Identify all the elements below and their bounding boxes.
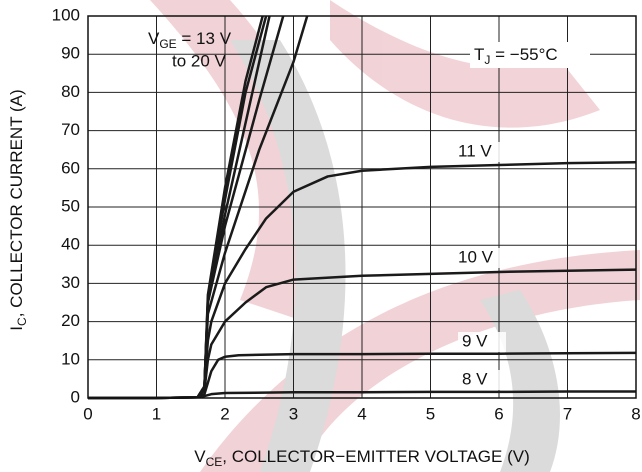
- x-tick-label: 0: [83, 404, 92, 423]
- y-tick-label: 30: [61, 273, 80, 292]
- y-label-rest: , COLLECTOR CURRENT (A): [7, 89, 26, 317]
- y-label-main: I: [7, 326, 26, 331]
- x-tick-label: 8: [631, 404, 640, 423]
- curve-label-bg: [454, 142, 502, 162]
- y-tick-label: 20: [61, 311, 80, 330]
- y-tick-label: 70: [61, 120, 80, 139]
- y-label-sub: C: [15, 317, 29, 326]
- x-tick-label: 3: [289, 404, 298, 423]
- curve-label: 10 V: [458, 247, 494, 266]
- y-tick-label: 10: [61, 349, 80, 368]
- watermark-shape: [150, 0, 320, 320]
- tj-main: T: [474, 45, 484, 64]
- curve-label-bg: [458, 370, 506, 390]
- curve: [196, 15, 264, 398]
- x-label-sub: CE: [206, 455, 223, 469]
- y-tick-label: 50: [61, 196, 80, 215]
- curve-label: 8 V: [462, 369, 488, 388]
- watermark-shape: [330, 0, 600, 128]
- labels: 0 10 20 30 40 50 60 70 80 90 100 0 1 2 3 4 5 6 7 8 8 V 9 V 10 …: [52, 5, 641, 423]
- y-tick-label: 100: [52, 5, 80, 24]
- x-label-main: V: [194, 447, 206, 466]
- y-tick-label: 80: [61, 82, 80, 101]
- watermark: [150, 0, 640, 472]
- curve-label: 9 V: [462, 331, 488, 350]
- vge-sub: GE: [159, 37, 176, 51]
- vge-main: V: [148, 29, 160, 48]
- vge-annotation: VGE = 13 V: [148, 29, 232, 51]
- watermark-shape: [230, 40, 346, 472]
- watermark-shape: [200, 250, 640, 472]
- y-axis-label: IC, COLLECTOR CURRENT (A): [7, 89, 29, 330]
- tj-sub: J: [484, 53, 490, 67]
- y-tick-label: 0: [71, 387, 80, 406]
- plot-frame: [87, 15, 637, 399]
- curve-label: 11 V: [458, 141, 492, 160]
- x-tick-label: 5: [426, 404, 435, 423]
- x-tick-label: 1: [152, 404, 161, 423]
- vge-annotation-line2: to 20 V: [172, 51, 227, 70]
- y-tick-label: 40: [61, 235, 80, 254]
- vge-rest: = 13 V: [177, 29, 232, 48]
- annotation-bg: [470, 42, 590, 68]
- tj-annotation: TJ = −55°C: [474, 45, 558, 67]
- y-tick-label: 90: [61, 44, 80, 63]
- curve-label-bg: [454, 248, 502, 268]
- x-tick-label: 6: [494, 404, 503, 423]
- curve-label-bg: [458, 332, 506, 352]
- x-tick-label: 7: [563, 404, 572, 423]
- x-label-rest: , COLLECTOR−EMITTER VOLTAGE (V): [222, 447, 529, 466]
- x-tick-label: 2: [220, 404, 229, 423]
- x-axis-label: VCE, COLLECTOR−EMITTER VOLTAGE (V): [194, 447, 530, 469]
- y-tick-label: 60: [61, 158, 80, 177]
- x-tick-label: 4: [357, 404, 366, 423]
- tj-rest: = −55°C: [490, 45, 557, 64]
